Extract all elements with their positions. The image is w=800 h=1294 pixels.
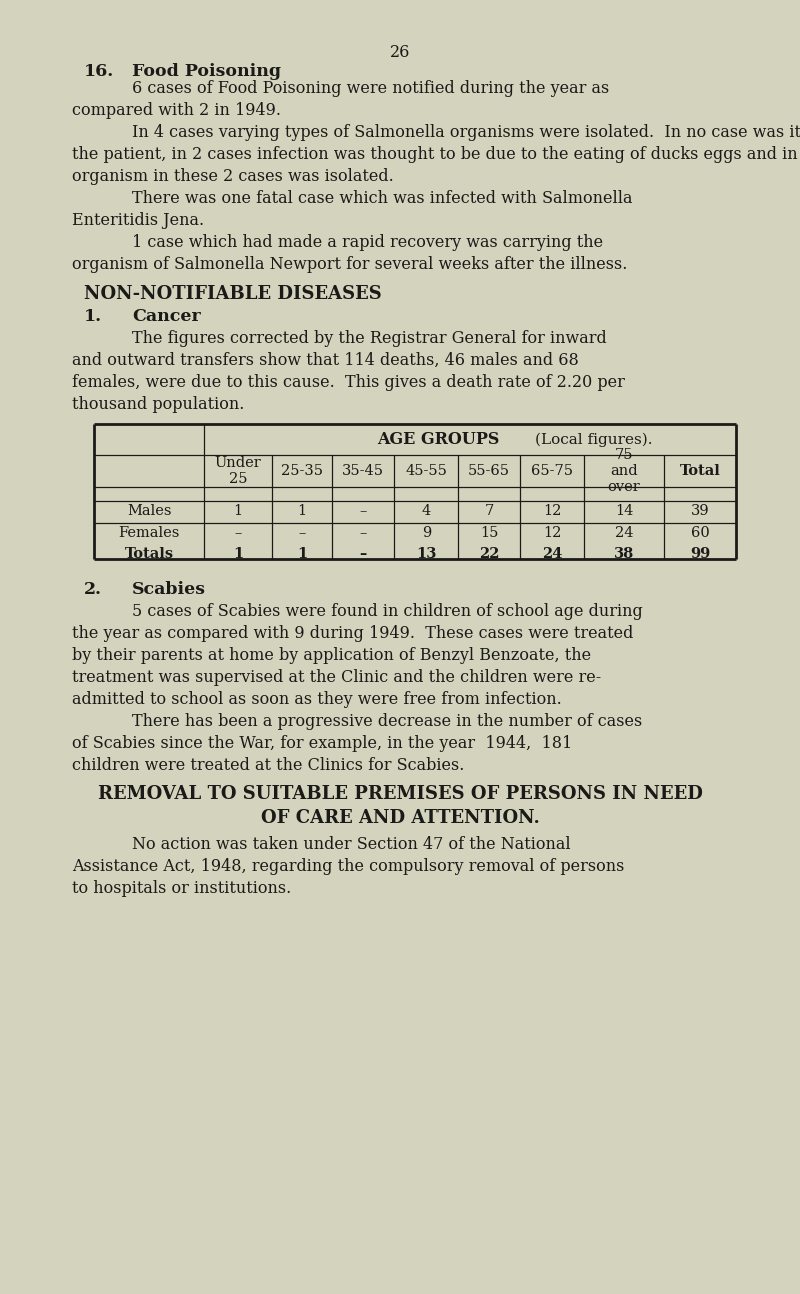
Text: 24: 24: [542, 547, 562, 560]
Text: 12: 12: [543, 505, 561, 518]
Text: 39: 39: [690, 505, 710, 518]
Text: 1: 1: [297, 547, 307, 560]
Text: In 4 cases varying types of Salmonella organisms were isolated.  In no case was : In 4 cases varying types of Salmonella o…: [132, 124, 800, 141]
Text: Cancer: Cancer: [132, 308, 201, 325]
Text: Scabies: Scabies: [132, 581, 206, 598]
Text: 1: 1: [233, 547, 243, 560]
Text: 25-35: 25-35: [281, 465, 323, 477]
Text: 99: 99: [690, 547, 710, 560]
Text: REMOVAL TO SUITABLE PREMISES OF PERSONS IN NEED: REMOVAL TO SUITABLE PREMISES OF PERSONS …: [98, 785, 702, 804]
Text: females, were due to this cause.  This gives a death rate of 2.20 per: females, were due to this cause. This gi…: [72, 374, 625, 391]
Text: –: –: [234, 527, 242, 540]
Text: 5 cases of Scabies were found in children of school age during: 5 cases of Scabies were found in childre…: [132, 603, 642, 620]
Text: Under
25: Under 25: [214, 455, 262, 487]
Text: 9: 9: [422, 527, 431, 540]
Text: There was one fatal case which was infected with Salmonella: There was one fatal case which was infec…: [132, 190, 633, 207]
Text: the patient, in 2 cases infection was thought to be due to the eating of ducks e: the patient, in 2 cases infection was th…: [72, 146, 800, 163]
Text: and outward transfers show that 114 deaths, 46 males and 68: and outward transfers show that 114 deat…: [72, 352, 578, 369]
Text: admitted to school as soon as they were free from infection.: admitted to school as soon as they were …: [72, 691, 562, 708]
Text: No action was taken under Section 47 of the National: No action was taken under Section 47 of …: [132, 836, 570, 853]
Text: Food Poisoning: Food Poisoning: [132, 63, 281, 80]
Text: treatment was supervised at the Clinic and the children were re-: treatment was supervised at the Clinic a…: [72, 669, 602, 686]
Text: 2.: 2.: [84, 581, 102, 598]
Text: 7: 7: [485, 505, 494, 518]
Text: 65-75: 65-75: [531, 465, 573, 477]
Text: thousand population.: thousand population.: [72, 396, 244, 413]
Text: Females: Females: [118, 527, 180, 540]
Text: 1: 1: [298, 505, 306, 518]
Text: 1 case which had made a rapid recovery was carrying the: 1 case which had made a rapid recovery w…: [132, 234, 603, 251]
Text: by their parents at home by application of Benzyl Benzoate, the: by their parents at home by application …: [72, 647, 591, 664]
Text: 26: 26: [390, 44, 410, 61]
Text: the year as compared with 9 during 1949.  These cases were treated: the year as compared with 9 during 1949.…: [72, 625, 634, 642]
Text: 16.: 16.: [84, 63, 114, 80]
Text: children were treated at the Clinics for Scabies.: children were treated at the Clinics for…: [72, 757, 464, 774]
Text: 13: 13: [416, 547, 437, 560]
Text: 24: 24: [614, 527, 634, 540]
Text: 12: 12: [543, 527, 561, 540]
Text: 1: 1: [234, 505, 242, 518]
Text: to hospitals or institutions.: to hospitals or institutions.: [72, 880, 291, 897]
Text: 6 cases of Food Poisoning were notified during the year as: 6 cases of Food Poisoning were notified …: [132, 80, 610, 97]
Text: –: –: [298, 527, 306, 540]
Text: Total: Total: [679, 465, 721, 477]
Text: Males: Males: [127, 505, 171, 518]
Text: 1.: 1.: [84, 308, 102, 325]
Text: OF CARE AND ATTENTION.: OF CARE AND ATTENTION.: [261, 809, 539, 827]
Text: –: –: [359, 547, 367, 560]
Text: There has been a progressive decrease in the number of cases: There has been a progressive decrease in…: [132, 713, 642, 730]
Text: NON-NOTIFIABLE DISEASES: NON-NOTIFIABLE DISEASES: [84, 285, 382, 303]
Text: organism of Salmonella Newport for several weeks after the illness.: organism of Salmonella Newport for sever…: [72, 256, 627, 273]
Text: 14: 14: [615, 505, 633, 518]
Text: 35-45: 35-45: [342, 465, 384, 477]
Text: Totals: Totals: [125, 547, 174, 560]
Text: –: –: [359, 505, 367, 518]
Text: Assistance Act, 1948, regarding the compulsory removal of persons: Assistance Act, 1948, regarding the comp…: [72, 858, 624, 875]
Text: 55-65: 55-65: [468, 465, 510, 477]
Text: –: –: [359, 527, 367, 540]
Text: organism in these 2 cases was isolated.: organism in these 2 cases was isolated.: [72, 168, 394, 185]
Text: (Local figures).: (Local figures).: [535, 432, 653, 448]
Text: of Scabies since the War, for example, in the year  1944,  181: of Scabies since the War, for example, i…: [72, 735, 572, 752]
Text: 60: 60: [690, 527, 710, 540]
Text: Enteritidis Jena.: Enteritidis Jena.: [72, 212, 204, 229]
Text: 38: 38: [614, 547, 634, 560]
Text: compared with 2 in 1949.: compared with 2 in 1949.: [72, 102, 281, 119]
Text: 45-55: 45-55: [406, 465, 447, 477]
Text: 4: 4: [422, 505, 431, 518]
Text: 75
and
over: 75 and over: [608, 448, 640, 494]
Text: 22: 22: [479, 547, 499, 560]
Text: AGE GROUPS: AGE GROUPS: [377, 431, 499, 449]
Text: The figures corrected by the Registrar General for inward: The figures corrected by the Registrar G…: [132, 330, 606, 347]
Text: 15: 15: [480, 527, 498, 540]
